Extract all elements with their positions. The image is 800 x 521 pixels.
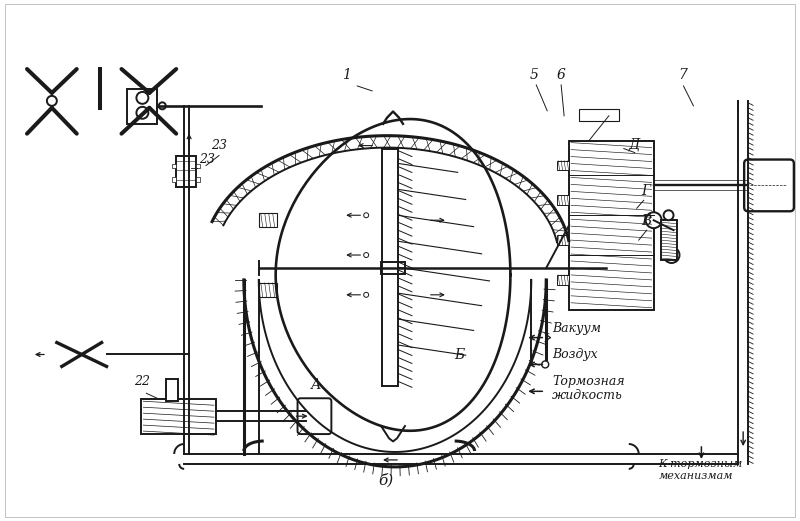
Text: б): б) — [378, 474, 394, 488]
FancyBboxPatch shape — [298, 398, 331, 434]
FancyBboxPatch shape — [5, 4, 795, 517]
Bar — [381, 262, 405, 274]
FancyBboxPatch shape — [744, 159, 794, 211]
Text: 5: 5 — [530, 68, 538, 82]
Circle shape — [364, 213, 369, 218]
Circle shape — [364, 292, 369, 297]
Bar — [172, 164, 176, 168]
Bar — [166, 379, 178, 401]
Text: Г: Г — [642, 184, 651, 199]
Bar — [258, 213, 277, 227]
Bar — [258, 283, 277, 297]
Circle shape — [364, 253, 369, 257]
Text: Д: Д — [629, 138, 640, 152]
Bar — [557, 275, 569, 285]
Bar — [557, 160, 569, 170]
Text: жидкость: жидкость — [552, 389, 623, 402]
Text: Вакуум: Вакуум — [552, 321, 601, 334]
Bar — [661, 220, 677, 260]
Circle shape — [137, 107, 148, 119]
Circle shape — [158, 102, 166, 109]
Text: В: В — [642, 214, 652, 228]
Circle shape — [137, 92, 148, 104]
Text: Б: Б — [454, 349, 465, 363]
Bar — [579, 109, 619, 121]
Circle shape — [646, 212, 662, 228]
Text: 23: 23 — [211, 139, 227, 152]
Bar — [142, 399, 216, 434]
Text: А: А — [310, 378, 321, 392]
Text: 1: 1 — [342, 68, 351, 82]
Text: К тормозным: К тормозным — [658, 459, 743, 469]
Text: Воздух: Воздух — [552, 349, 598, 362]
Bar — [127, 89, 158, 123]
Circle shape — [542, 361, 549, 368]
Bar — [557, 195, 569, 205]
Bar — [196, 164, 200, 168]
Circle shape — [47, 96, 57, 106]
Circle shape — [663, 247, 679, 263]
Text: 22: 22 — [134, 375, 150, 388]
Text: 7: 7 — [678, 68, 687, 82]
Bar — [196, 178, 200, 182]
Text: механизмам: механизмам — [658, 471, 733, 481]
Text: Тормозная: Тормозная — [552, 375, 625, 388]
Bar — [569, 141, 654, 310]
Circle shape — [663, 210, 674, 220]
Bar — [172, 178, 176, 182]
Text: 23: 23 — [199, 153, 215, 166]
Bar — [557, 235, 569, 245]
Text: 6: 6 — [556, 68, 565, 82]
Bar — [176, 156, 196, 188]
